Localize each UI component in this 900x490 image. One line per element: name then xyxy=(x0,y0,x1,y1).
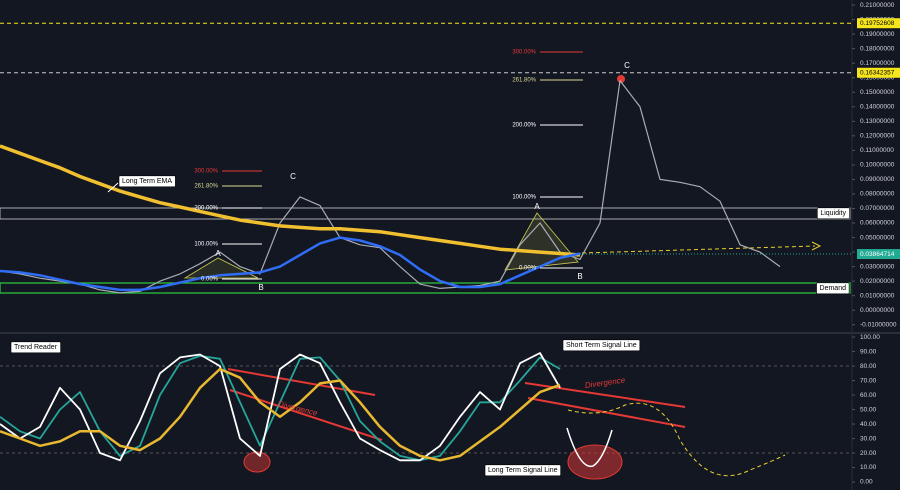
y-tick-label: 40.00 xyxy=(860,421,877,428)
y-tick-label: 0.06000000 xyxy=(860,220,895,227)
series-line xyxy=(0,367,561,462)
peak-marker xyxy=(617,75,625,83)
fib-label: 261.80% xyxy=(194,184,218,190)
projection-arrow xyxy=(811,241,822,251)
series-line xyxy=(0,144,581,257)
y-tick-label: 0.12000000 xyxy=(860,133,895,140)
price-label-box xyxy=(857,249,900,260)
annotation-label: Long Term EMA xyxy=(122,178,172,185)
annotation-label-box xyxy=(118,175,176,188)
y-tick-label: 80.00 xyxy=(860,363,877,370)
y-tick-label: 20.00 xyxy=(860,450,877,457)
projection-line xyxy=(581,245,816,254)
projection-path xyxy=(567,402,786,477)
price-label-box xyxy=(857,67,900,78)
fib-label: 100.00% xyxy=(194,242,218,248)
y-tick-label: 0.17000000 xyxy=(860,60,895,67)
y-tick-label: 100.00 xyxy=(860,334,880,341)
pane-title-box xyxy=(10,341,61,354)
y-tick-label: 90.00 xyxy=(860,348,877,355)
y-tick-label: 0.03000000 xyxy=(860,263,895,270)
zone-label-box xyxy=(817,207,850,220)
pane-title: Trend Reader xyxy=(14,344,58,351)
projection-path xyxy=(566,427,613,468)
y-tick-label: 0.00 xyxy=(860,479,873,486)
zone-label: Demand xyxy=(820,285,847,292)
price-label-box xyxy=(857,18,900,29)
low-highlight xyxy=(567,444,623,480)
annotation-label: Short Term Signal Line xyxy=(566,342,637,349)
wave-label: C xyxy=(624,61,630,70)
annotation-label: Long Term Signal Line xyxy=(488,467,558,474)
y-tick-label: 0.15000000 xyxy=(860,89,895,96)
y-tick-label: 0.08000000 xyxy=(860,191,895,198)
zone-label-box xyxy=(816,282,850,295)
annotation-pointer xyxy=(107,182,119,193)
y-tick-label: 0.16000000 xyxy=(860,74,895,81)
y-tick-label: 60.00 xyxy=(860,392,877,399)
y-tick-label: 0.19000000 xyxy=(860,31,895,38)
demand-zone xyxy=(0,282,851,294)
divergence-line xyxy=(527,397,686,428)
y-tick-label: 10.00 xyxy=(860,464,877,471)
fib-label: 0.00% xyxy=(519,266,537,272)
y-tick-label: -0.01000000 xyxy=(860,321,897,328)
y-tick-label: 50.00 xyxy=(860,406,877,413)
series-line xyxy=(0,80,781,294)
price-label: 0.16342357 xyxy=(860,69,895,76)
annotation-label-box xyxy=(484,464,561,477)
y-tick-label: 0.13000000 xyxy=(860,118,895,125)
y-tick-label: 0.14000000 xyxy=(860,104,895,111)
liquidity-zone xyxy=(0,207,851,220)
y-tick-label: 0.21000000 xyxy=(860,2,895,9)
fib-label: 300.00% xyxy=(194,169,218,175)
annotation-label-box xyxy=(562,339,641,352)
fib-label: 0.00% xyxy=(201,277,219,283)
price-label: 0.03864714 xyxy=(860,251,895,258)
y-tick-label: 0.05000000 xyxy=(860,234,895,241)
y-tick-label: 0.10000000 xyxy=(860,162,895,169)
series-line xyxy=(0,236,581,292)
series-line xyxy=(0,355,561,462)
y-tick-label: 70.00 xyxy=(860,377,877,384)
y-tick-label: 0.02000000 xyxy=(860,278,895,285)
wave-label: B xyxy=(258,283,263,292)
low-highlight xyxy=(243,451,271,473)
series-line xyxy=(0,352,561,462)
y-tick-label: 0.11000000 xyxy=(860,147,894,154)
fib-label: 200.00% xyxy=(194,206,218,212)
wave-label: A xyxy=(215,249,221,258)
y-tick-label: 0.01000000 xyxy=(860,292,895,299)
fib-label: 261.80% xyxy=(512,78,536,84)
wave-label: B xyxy=(577,272,582,281)
price-label: 0.19752608 xyxy=(860,20,895,27)
y-tick-label: 0.18000000 xyxy=(860,45,895,52)
fib-label: 300.00% xyxy=(512,50,536,56)
wave-label: C xyxy=(290,172,296,181)
y-tick-label: 0.09000000 xyxy=(860,176,895,183)
fib-label: 200.00% xyxy=(512,123,536,129)
y-tick-label: 0.00000000 xyxy=(860,307,895,314)
zone-label: Liquidity xyxy=(820,210,846,217)
wave-label: A xyxy=(534,202,540,211)
y-tick-label: 30.00 xyxy=(860,435,877,442)
y-tick-label: 0.07000000 xyxy=(860,205,895,212)
fib-label: 100.00% xyxy=(512,195,536,201)
